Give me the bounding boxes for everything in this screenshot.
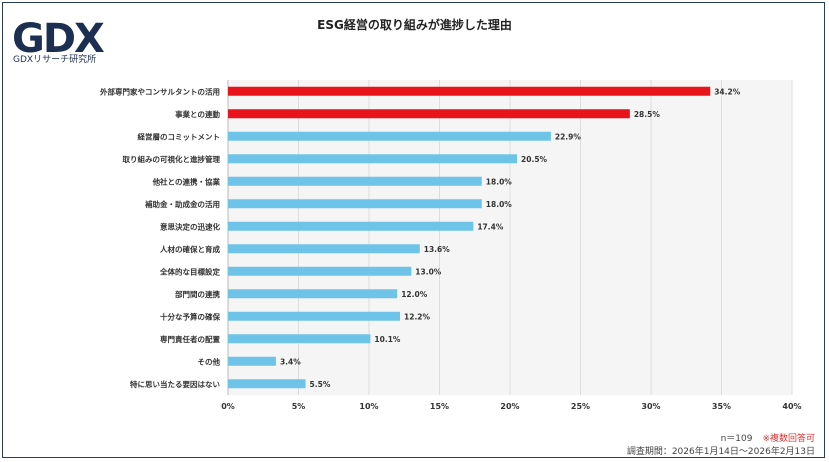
category-label: 補助金・助成金の活用 [144, 199, 220, 209]
bar [228, 334, 371, 344]
bar [228, 131, 551, 141]
data-label: 17.4% [477, 222, 504, 231]
bar [228, 266, 412, 276]
data-label: 13.6% [424, 245, 451, 254]
data-label: 5.5% [310, 380, 331, 389]
category-label: 全体的な目標設定 [159, 266, 220, 276]
category-label: 外部専門家やコンサルタントの活用 [100, 86, 220, 96]
data-label: 34.2% [714, 87, 741, 96]
footer-sample: n＝109 ※複数回答可 [721, 431, 815, 444]
data-label: 22.9% [555, 132, 582, 141]
category-label: 人材の確保と育成 [160, 244, 220, 254]
data-label: 3.4% [280, 357, 301, 366]
bar [228, 176, 482, 186]
x-tick-label: 25% [571, 402, 590, 411]
bar [228, 109, 630, 119]
x-tick-label: 40% [782, 402, 801, 411]
category-label: 意思決定の迅速化 [160, 221, 220, 231]
logo-subtitle: GDXリサーチ研究所 [13, 55, 97, 65]
x-tick-label: 20% [500, 402, 519, 411]
bar [228, 356, 276, 366]
x-tick-label: 0% [221, 402, 235, 411]
category-label: 経営層のコミットメント [138, 131, 221, 141]
x-tick-label: 30% [641, 402, 660, 411]
category-label: 他社との連携・協業 [152, 176, 221, 186]
category-label: 部門間の連携 [175, 289, 220, 299]
bar [228, 379, 306, 389]
chart-title: ESG経営の取り組みが進捗した理由 [317, 18, 512, 32]
gdx-logo: GDX [12, 16, 107, 62]
data-label: 20.5% [521, 155, 548, 164]
x-tick-label: 15% [430, 402, 449, 411]
bar [228, 311, 401, 321]
bar [228, 199, 482, 209]
category-label: その他 [198, 356, 221, 366]
multiple-answer-note: ※複数回答可 [762, 434, 815, 444]
category-label: 事業との連動 [175, 109, 220, 119]
logo-text: GDX [12, 16, 105, 62]
category-label: 取り組みの可視化と進捗管理 [123, 154, 221, 164]
x-tick-label: 5% [292, 402, 306, 411]
data-label: 10.1% [374, 335, 401, 344]
data-label: 12.0% [401, 290, 428, 299]
sample-size: n＝109 [720, 434, 753, 444]
data-label: 12.2% [404, 312, 431, 321]
category-label: 十分な予算の確保 [160, 311, 220, 321]
bar [228, 86, 711, 96]
bar [228, 289, 398, 299]
data-label: 28.5% [634, 110, 661, 119]
bar [228, 154, 518, 164]
bar [228, 244, 420, 254]
data-label: 18.0% [486, 177, 513, 186]
data-label: 13.0% [415, 267, 442, 276]
data-label: 18.0% [486, 200, 513, 209]
x-tick-label: 10% [359, 402, 378, 411]
survey-period: 調査期間：2026年1月14日〜2026年2月13日 [626, 447, 815, 457]
category-label: 特に思い当たる要因はない [130, 379, 220, 389]
bar [228, 221, 474, 231]
category-label: 専門責任者の配置 [160, 334, 220, 344]
x-tick-label: 35% [712, 402, 731, 411]
